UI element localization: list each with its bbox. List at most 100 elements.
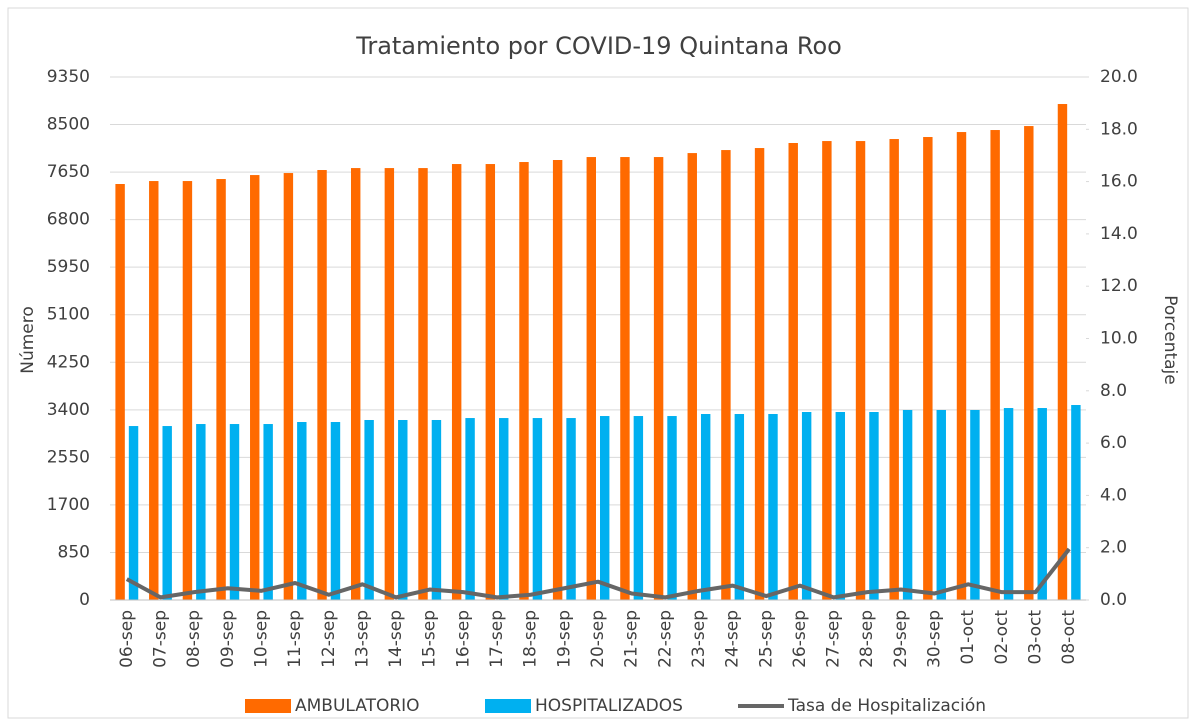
x-tick-label: 08-oct [1059,610,1079,665]
legend-label: Tasa de Hospitalización [787,696,986,716]
y2-tick-label: 2.0 [1100,538,1127,558]
bar [835,411,846,600]
x-tick-label: 24-sep [723,610,743,668]
x-tick-label: 25-sep [756,610,776,668]
bar [687,153,697,600]
bar [485,164,496,601]
bar [566,418,576,600]
bar [162,426,172,600]
x-tick-label: 17-sep [487,610,507,668]
bar [855,141,866,601]
bar [754,148,765,600]
y2-tick-label: 6.0 [1100,433,1127,453]
y-tick-label: 3400 [47,400,90,420]
bar [586,157,596,600]
bar [822,141,832,601]
x-tick-label: 03-oct [1026,610,1046,665]
bar [788,143,798,600]
bar [734,414,745,600]
bar [250,175,260,600]
bar [801,411,812,600]
bar [970,409,980,600]
y2-tick-label: 20.0 [1100,67,1138,87]
y-tick-label: 0 [79,590,90,610]
bar [451,164,462,601]
y-tick-label: 4250 [47,352,90,372]
y2-tick-label: 4.0 [1100,485,1127,505]
y-tick-label: 8500 [47,115,90,135]
bar [667,416,677,600]
x-tick-label: 28-sep [857,610,877,668]
y-tick-label: 1700 [47,495,90,515]
bar [1037,408,1047,600]
y2-tick-label: 14.0 [1100,224,1138,244]
legend-label: HOSPITALIZADOS [535,696,683,716]
legend-label: AMBULATORIO [295,696,420,716]
y2-tick-label: 16.0 [1100,172,1138,192]
bar [297,422,307,600]
x-tick-label: 16-sep [453,610,473,668]
x-tick-label: 08-sep [184,610,204,668]
bar [936,409,946,600]
y2-axis-label: Porcentaje [1160,295,1180,385]
bar [768,414,778,600]
y2-tick-label: 0.0 [1100,590,1127,610]
bar [1071,405,1081,600]
x-tick-label: 27-sep [824,610,844,668]
legend-swatch [245,699,291,713]
bar [229,424,240,600]
bar [431,419,442,600]
bar [418,168,428,600]
bar [869,411,879,600]
x-tick-label: 26-sep [790,610,810,668]
x-tick-label: 23-sep [689,610,709,668]
x-tick-label: 07-sep [150,610,170,668]
y2-tick-label: 12.0 [1100,276,1138,296]
x-tick-label: 22-sep [655,610,675,668]
y-tick-label: 5100 [47,305,90,325]
bar [889,139,899,600]
bar [182,181,193,600]
y2-tick-label: 18.0 [1100,119,1138,139]
bar [620,157,630,600]
bar [350,168,361,600]
bar [1024,126,1034,600]
bar [115,184,125,600]
bar [552,160,563,600]
y-tick-label: 2550 [47,447,90,467]
x-tick-label: 20-sep [588,610,608,668]
x-tick-label: 15-sep [420,610,440,668]
bar [633,416,644,600]
bar [532,418,543,600]
bar [128,426,139,600]
bar [149,181,159,600]
x-tick-label: 19-sep [554,610,574,668]
x-tick-label: 12-sep [319,610,339,668]
x-tick-label: 18-sep [521,610,541,668]
x-tick-label: 01-oct [958,610,978,665]
bar [721,150,731,600]
bar [263,424,273,600]
x-tick-label: 10-sep [251,610,271,668]
legend-swatch [485,699,531,713]
y2-tick-label: 8.0 [1100,381,1127,401]
bar [1003,408,1014,600]
bar [216,179,226,600]
x-tick-label: 29-sep [891,610,911,668]
y2-tick-label: 10.0 [1100,329,1138,349]
y-tick-label: 5950 [47,257,90,277]
x-tick-label: 02-oct [992,610,1012,665]
bar [700,414,711,600]
bar [384,168,395,600]
bar [330,422,341,600]
x-tick-label: 21-sep [622,610,642,668]
x-tick-label: 30-sep [925,610,945,668]
chart-title: Tratamiento por COVID-19 Quintana Roo [355,32,842,60]
bar [600,416,610,600]
bar [364,419,374,600]
x-tick-label: 13-sep [352,610,372,668]
bar [653,157,664,600]
y-axis-label: Número [18,306,38,374]
line-series [125,547,1071,600]
